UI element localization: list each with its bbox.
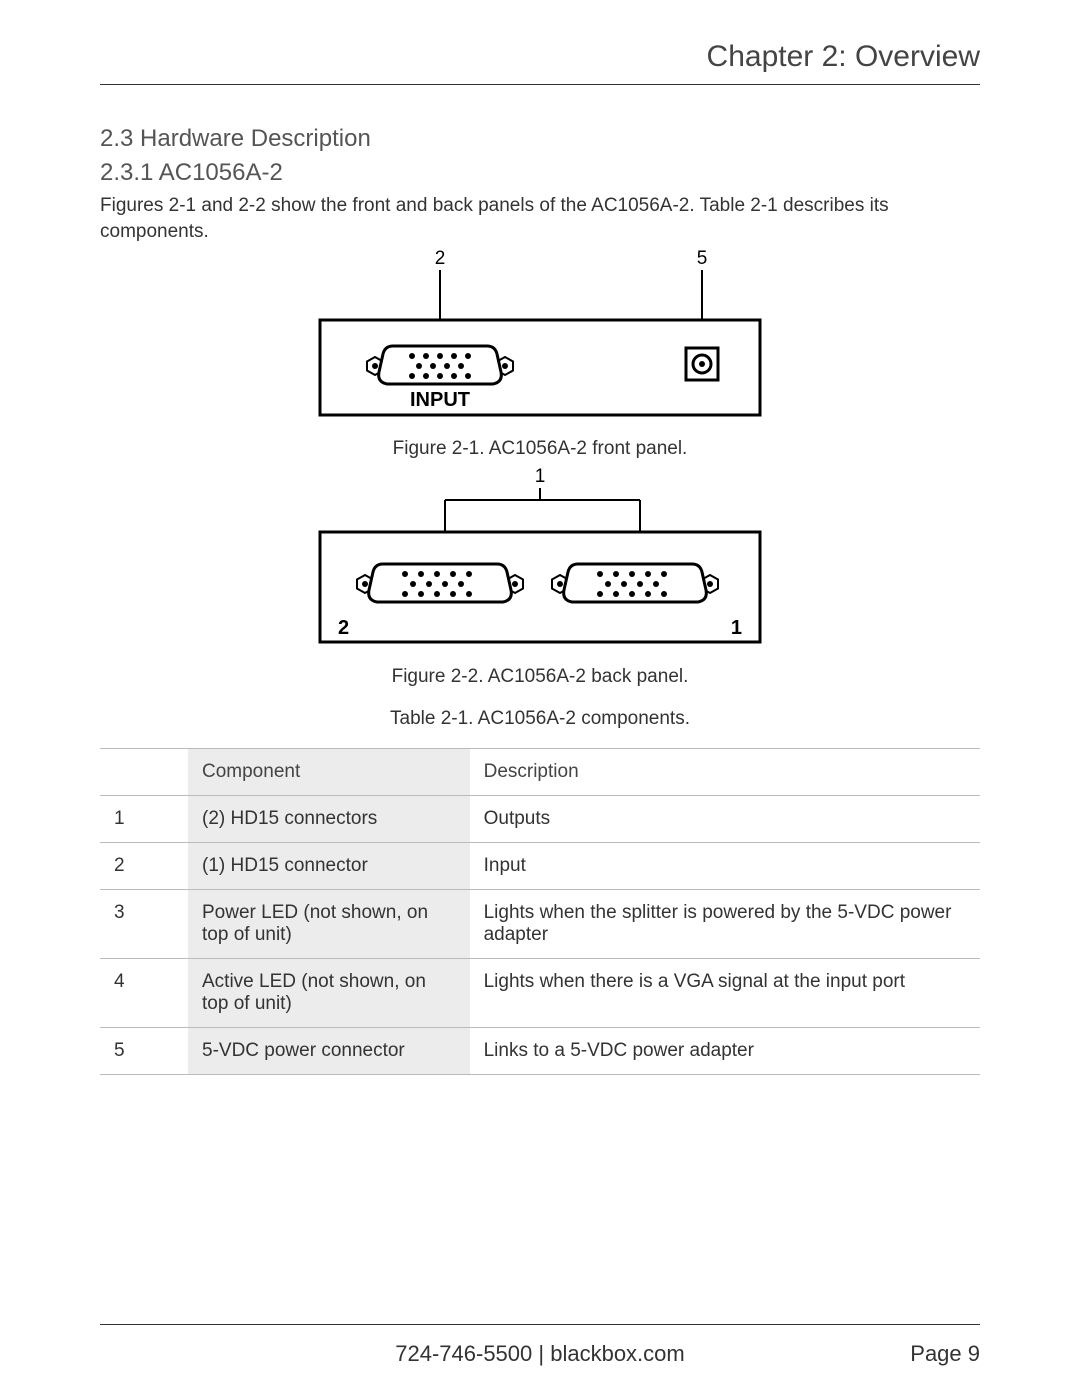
table-header	[100, 749, 188, 796]
table-cell: (2) HD15 connectors	[188, 796, 470, 843]
table-cell: Lights when there is a VGA signal at the…	[470, 959, 980, 1028]
footer-phone: 724-746-5500	[395, 1341, 532, 1366]
figure-back-panel: 1 2 1	[100, 466, 980, 694]
svg-text:1: 1	[731, 617, 742, 639]
table-caption: Table 2-1. AC1056A-2 components.	[100, 708, 980, 730]
figure1-caption: Figure 2-1. AC1056A-2 front panel.	[393, 438, 688, 460]
table-cell: Links to a 5-VDC power adapter	[470, 1028, 980, 1075]
table-cell: 1	[100, 796, 188, 843]
page-footer: 724-746-5500 | blackbox.com Page 9	[100, 1324, 980, 1367]
section-heading: 2.3 Hardware Description	[100, 125, 980, 153]
table-row: 5 5-VDC power connector Links to a 5-VDC…	[100, 1028, 980, 1075]
intro-paragraph: Figures 2-1 and 2-2 show the front and b…	[100, 193, 980, 244]
table-cell: Lights when the splitter is powered by t…	[470, 890, 980, 959]
table-cell: (1) HD15 connector	[188, 843, 470, 890]
table-cell: Power LED (not shown, on top of unit)	[188, 890, 470, 959]
table-row: 3 Power LED (not shown, on top of unit) …	[100, 890, 980, 959]
svg-text:2: 2	[435, 248, 446, 269]
table-cell: Outputs	[470, 796, 980, 843]
figure-front-panel: 2 5 INPUT	[100, 248, 980, 466]
footer-center: 724-746-5500 | blackbox.com	[395, 1341, 684, 1367]
table-header: Description	[470, 749, 980, 796]
table-cell: 3	[100, 890, 188, 959]
figure2-caption: Figure 2-2. AC1056A-2 back panel.	[392, 666, 689, 688]
table-cell: 4	[100, 959, 188, 1028]
table-header-row: Component Description	[100, 749, 980, 796]
table-row: 4 Active LED (not shown, on top of unit)…	[100, 959, 980, 1028]
svg-text:1: 1	[535, 466, 546, 487]
footer-site: blackbox.com	[550, 1341, 685, 1366]
svg-text:5: 5	[697, 248, 708, 269]
components-table: Component Description 1 (2) HD15 connect…	[100, 748, 980, 1075]
footer-sep: |	[532, 1341, 550, 1366]
chapter-title: Chapter 2: Overview	[100, 40, 980, 85]
back-panel-diagram: 1 2 1	[310, 466, 770, 656]
subsection-heading: 2.3.1 AC1056A-2	[100, 159, 980, 187]
page-number: Page 9	[910, 1341, 980, 1367]
svg-text:INPUT: INPUT	[410, 389, 470, 411]
table-header: Component	[188, 749, 470, 796]
table-cell: 2	[100, 843, 188, 890]
table-row: 1 (2) HD15 connectors Outputs	[100, 796, 980, 843]
svg-text:2: 2	[338, 617, 349, 639]
table-cell: Active LED (not shown, on top of unit)	[188, 959, 470, 1028]
front-panel-diagram: 2 5 INPUT	[310, 248, 770, 428]
table-cell: 5-VDC power connector	[188, 1028, 470, 1075]
table-cell: Input	[470, 843, 980, 890]
table-row: 2 (1) HD15 connector Input	[100, 843, 980, 890]
table-cell: 5	[100, 1028, 188, 1075]
